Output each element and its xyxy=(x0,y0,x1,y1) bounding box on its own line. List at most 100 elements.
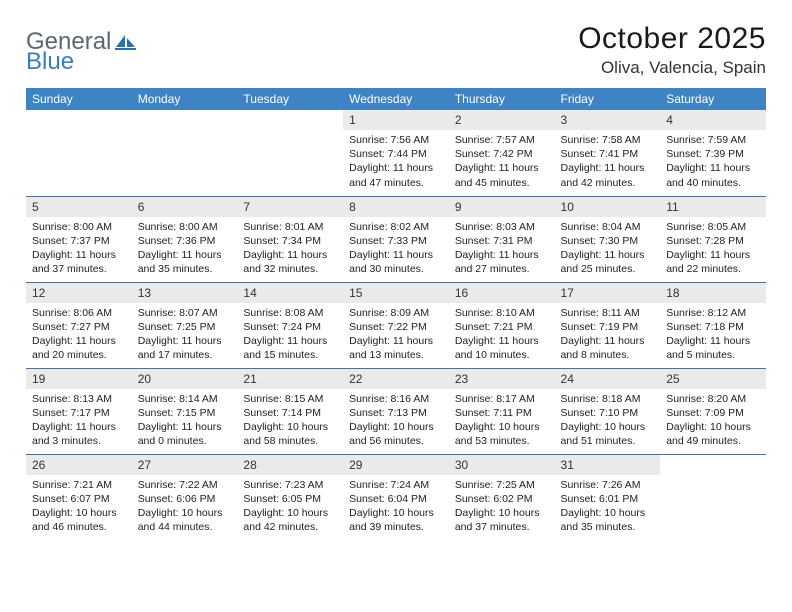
day-number: 26 xyxy=(26,455,132,475)
day-number: 24 xyxy=(555,369,661,389)
day-number: 3 xyxy=(555,110,661,130)
calendar-cell: 17Sunrise: 8:11 AMSunset: 7:19 PMDayligh… xyxy=(555,282,661,368)
day-details: Sunrise: 8:13 AMSunset: 7:17 PMDaylight:… xyxy=(26,389,132,453)
day-number: 23 xyxy=(449,369,555,389)
day-details: Sunrise: 8:02 AMSunset: 7:33 PMDaylight:… xyxy=(343,217,449,281)
calendar-cell: 29Sunrise: 7:24 AMSunset: 6:04 PMDayligh… xyxy=(343,454,449,540)
calendar-cell: 14Sunrise: 8:08 AMSunset: 7:24 PMDayligh… xyxy=(237,282,343,368)
calendar-cell: 11Sunrise: 8:05 AMSunset: 7:28 PMDayligh… xyxy=(660,196,766,282)
day-details: Sunrise: 8:04 AMSunset: 7:30 PMDaylight:… xyxy=(555,217,661,281)
calendar-page: General October 2025 Oliva, Valencia, Sp… xyxy=(0,0,792,552)
day-details: Sunrise: 8:10 AMSunset: 7:21 PMDaylight:… xyxy=(449,303,555,367)
calendar-cell: 6Sunrise: 8:00 AMSunset: 7:36 PMDaylight… xyxy=(132,196,238,282)
weekday-header: Thursday xyxy=(449,88,555,110)
calendar-cell: 7Sunrise: 8:01 AMSunset: 7:34 PMDaylight… xyxy=(237,196,343,282)
month-title: October 2025 xyxy=(578,22,766,56)
calendar-cell: 28Sunrise: 7:23 AMSunset: 6:05 PMDayligh… xyxy=(237,454,343,540)
brand-part2: Blue xyxy=(26,48,74,75)
day-number: 9 xyxy=(449,197,555,217)
day-number: 11 xyxy=(660,197,766,217)
weekday-header: Monday xyxy=(132,88,238,110)
day-details: Sunrise: 7:21 AMSunset: 6:07 PMDaylight:… xyxy=(26,475,132,539)
location-line: Oliva, Valencia, Spain xyxy=(578,58,766,78)
day-number: 17 xyxy=(555,283,661,303)
day-details: Sunrise: 8:08 AMSunset: 7:24 PMDaylight:… xyxy=(237,303,343,367)
day-number: 31 xyxy=(555,455,661,475)
calendar-cell: 31Sunrise: 7:26 AMSunset: 6:01 PMDayligh… xyxy=(555,454,661,540)
day-number: 6 xyxy=(132,197,238,217)
calendar-cell: 8Sunrise: 8:02 AMSunset: 7:33 PMDaylight… xyxy=(343,196,449,282)
calendar-cell: 30Sunrise: 7:25 AMSunset: 6:02 PMDayligh… xyxy=(449,454,555,540)
day-details: Sunrise: 8:15 AMSunset: 7:14 PMDaylight:… xyxy=(237,389,343,453)
day-number: 5 xyxy=(26,197,132,217)
calendar-cell: 18Sunrise: 8:12 AMSunset: 7:18 PMDayligh… xyxy=(660,282,766,368)
day-number: 14 xyxy=(237,283,343,303)
calendar-week-row: 1Sunrise: 7:56 AMSunset: 7:44 PMDaylight… xyxy=(26,110,766,196)
day-details: Sunrise: 8:05 AMSunset: 7:28 PMDaylight:… xyxy=(660,217,766,281)
calendar-cell: 5Sunrise: 8:00 AMSunset: 7:37 PMDaylight… xyxy=(26,196,132,282)
day-details: Sunrise: 7:22 AMSunset: 6:06 PMDaylight:… xyxy=(132,475,238,539)
weekday-header: Tuesday xyxy=(237,88,343,110)
calendar-cell xyxy=(132,110,238,196)
day-details: Sunrise: 7:56 AMSunset: 7:44 PMDaylight:… xyxy=(343,130,449,194)
calendar-cell xyxy=(26,110,132,196)
calendar-header: SundayMondayTuesdayWednesdayThursdayFrid… xyxy=(26,88,766,110)
day-details: Sunrise: 7:25 AMSunset: 6:02 PMDaylight:… xyxy=(449,475,555,539)
header-row: General October 2025 Oliva, Valencia, Sp… xyxy=(26,22,766,78)
calendar-body: 1Sunrise: 7:56 AMSunset: 7:44 PMDaylight… xyxy=(26,110,766,540)
calendar-week-row: 12Sunrise: 8:06 AMSunset: 7:27 PMDayligh… xyxy=(26,282,766,368)
calendar-cell: 10Sunrise: 8:04 AMSunset: 7:30 PMDayligh… xyxy=(555,196,661,282)
day-number: 19 xyxy=(26,369,132,389)
calendar-week-row: 26Sunrise: 7:21 AMSunset: 6:07 PMDayligh… xyxy=(26,454,766,540)
calendar-cell xyxy=(237,110,343,196)
calendar-cell: 15Sunrise: 8:09 AMSunset: 7:22 PMDayligh… xyxy=(343,282,449,368)
day-details: Sunrise: 8:03 AMSunset: 7:31 PMDaylight:… xyxy=(449,217,555,281)
day-details: Sunrise: 8:14 AMSunset: 7:15 PMDaylight:… xyxy=(132,389,238,453)
day-details: Sunrise: 8:20 AMSunset: 7:09 PMDaylight:… xyxy=(660,389,766,453)
weekday-header: Wednesday xyxy=(343,88,449,110)
weekday-header: Friday xyxy=(555,88,661,110)
weekday-header: Sunday xyxy=(26,88,132,110)
calendar-cell: 25Sunrise: 8:20 AMSunset: 7:09 PMDayligh… xyxy=(660,368,766,454)
day-number: 8 xyxy=(343,197,449,217)
day-number: 4 xyxy=(660,110,766,130)
day-number: 16 xyxy=(449,283,555,303)
calendar-cell: 13Sunrise: 8:07 AMSunset: 7:25 PMDayligh… xyxy=(132,282,238,368)
calendar-cell: 19Sunrise: 8:13 AMSunset: 7:17 PMDayligh… xyxy=(26,368,132,454)
day-number: 27 xyxy=(132,455,238,475)
calendar-cell: 16Sunrise: 8:10 AMSunset: 7:21 PMDayligh… xyxy=(449,282,555,368)
day-details: Sunrise: 7:24 AMSunset: 6:04 PMDaylight:… xyxy=(343,475,449,539)
calendar-cell: 2Sunrise: 7:57 AMSunset: 7:42 PMDaylight… xyxy=(449,110,555,196)
calendar-cell: 27Sunrise: 7:22 AMSunset: 6:06 PMDayligh… xyxy=(132,454,238,540)
calendar-cell xyxy=(660,454,766,540)
calendar-cell: 9Sunrise: 8:03 AMSunset: 7:31 PMDaylight… xyxy=(449,196,555,282)
day-details: Sunrise: 8:18 AMSunset: 7:10 PMDaylight:… xyxy=(555,389,661,453)
calendar-cell: 21Sunrise: 8:15 AMSunset: 7:14 PMDayligh… xyxy=(237,368,343,454)
brand-part2-wrap: Blue xyxy=(26,48,74,76)
day-details: Sunrise: 7:58 AMSunset: 7:41 PMDaylight:… xyxy=(555,130,661,194)
day-number: 18 xyxy=(660,283,766,303)
day-details: Sunrise: 7:26 AMSunset: 6:01 PMDaylight:… xyxy=(555,475,661,539)
day-details: Sunrise: 8:16 AMSunset: 7:13 PMDaylight:… xyxy=(343,389,449,453)
day-number: 12 xyxy=(26,283,132,303)
brand-sail-icon xyxy=(113,33,137,54)
day-details: Sunrise: 8:00 AMSunset: 7:37 PMDaylight:… xyxy=(26,217,132,281)
day-number: 10 xyxy=(555,197,661,217)
day-number: 7 xyxy=(237,197,343,217)
calendar-cell: 20Sunrise: 8:14 AMSunset: 7:15 PMDayligh… xyxy=(132,368,238,454)
day-number: 13 xyxy=(132,283,238,303)
day-number: 28 xyxy=(237,455,343,475)
day-number: 20 xyxy=(132,369,238,389)
day-details: Sunrise: 8:01 AMSunset: 7:34 PMDaylight:… xyxy=(237,217,343,281)
day-details: Sunrise: 8:12 AMSunset: 7:18 PMDaylight:… xyxy=(660,303,766,367)
calendar-cell: 23Sunrise: 8:17 AMSunset: 7:11 PMDayligh… xyxy=(449,368,555,454)
day-details: Sunrise: 8:17 AMSunset: 7:11 PMDaylight:… xyxy=(449,389,555,453)
title-block: October 2025 Oliva, Valencia, Spain xyxy=(578,22,766,78)
calendar-cell: 1Sunrise: 7:56 AMSunset: 7:44 PMDaylight… xyxy=(343,110,449,196)
day-details: Sunrise: 8:06 AMSunset: 7:27 PMDaylight:… xyxy=(26,303,132,367)
day-details: Sunrise: 7:57 AMSunset: 7:42 PMDaylight:… xyxy=(449,130,555,194)
day-number: 29 xyxy=(343,455,449,475)
calendar-table: SundayMondayTuesdayWednesdayThursdayFrid… xyxy=(26,88,766,540)
calendar-cell: 3Sunrise: 7:58 AMSunset: 7:41 PMDaylight… xyxy=(555,110,661,196)
day-details: Sunrise: 7:59 AMSunset: 7:39 PMDaylight:… xyxy=(660,130,766,194)
